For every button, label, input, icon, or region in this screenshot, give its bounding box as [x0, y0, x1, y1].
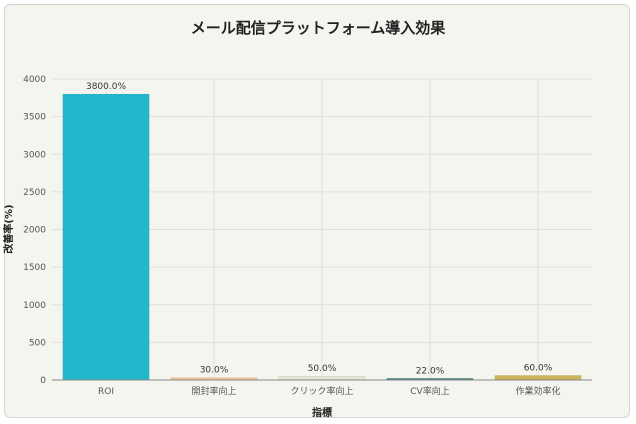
- y-tick-label: 2500: [23, 188, 46, 198]
- x-axis-label: 指標: [312, 406, 332, 419]
- chart-title: メール配信プラットフォーム導入効果: [191, 19, 447, 37]
- x-tick-label: 開封率向上: [191, 385, 236, 397]
- y-tick-label: 1000: [23, 301, 46, 311]
- bars: [62, 93, 582, 381]
- y-axis-label: 改善率(%): [2, 204, 15, 253]
- x-tick-label: CV率向上: [410, 385, 449, 397]
- bar-4: [494, 375, 582, 381]
- y-axis-ticks: 0 500 1000 1500 2000 2500 3000 3500 4000: [23, 75, 46, 386]
- y-tick-label: 3500: [23, 113, 46, 123]
- y-tick-label: 4000: [23, 75, 46, 85]
- bar-2: [278, 375, 366, 381]
- data-label: 30.0%: [200, 366, 229, 376]
- y-tick-label: 2000: [23, 226, 46, 236]
- y-tick-label: 500: [29, 338, 46, 348]
- y-tick-label: 3000: [23, 150, 46, 160]
- x-tick-label: 作業効率化: [515, 385, 560, 397]
- data-label: 3800.0%: [86, 82, 126, 92]
- x-tick-label: クリック率向上: [290, 385, 353, 397]
- y-tick-label: 0: [40, 376, 46, 386]
- data-label: 60.0%: [524, 363, 553, 373]
- bar-0: [62, 93, 150, 381]
- data-labels: 3800.0% 30.0% 50.0% 22.0% 60.0%: [86, 82, 553, 376]
- y-tick-label: 1500: [23, 263, 46, 273]
- data-label: 22.0%: [416, 366, 445, 376]
- x-axis-ticks: ROI 開封率向上 クリック率向上 CV率向上 作業効率化: [98, 385, 561, 397]
- x-tick-label: ROI: [98, 387, 114, 397]
- data-label: 50.0%: [308, 364, 337, 374]
